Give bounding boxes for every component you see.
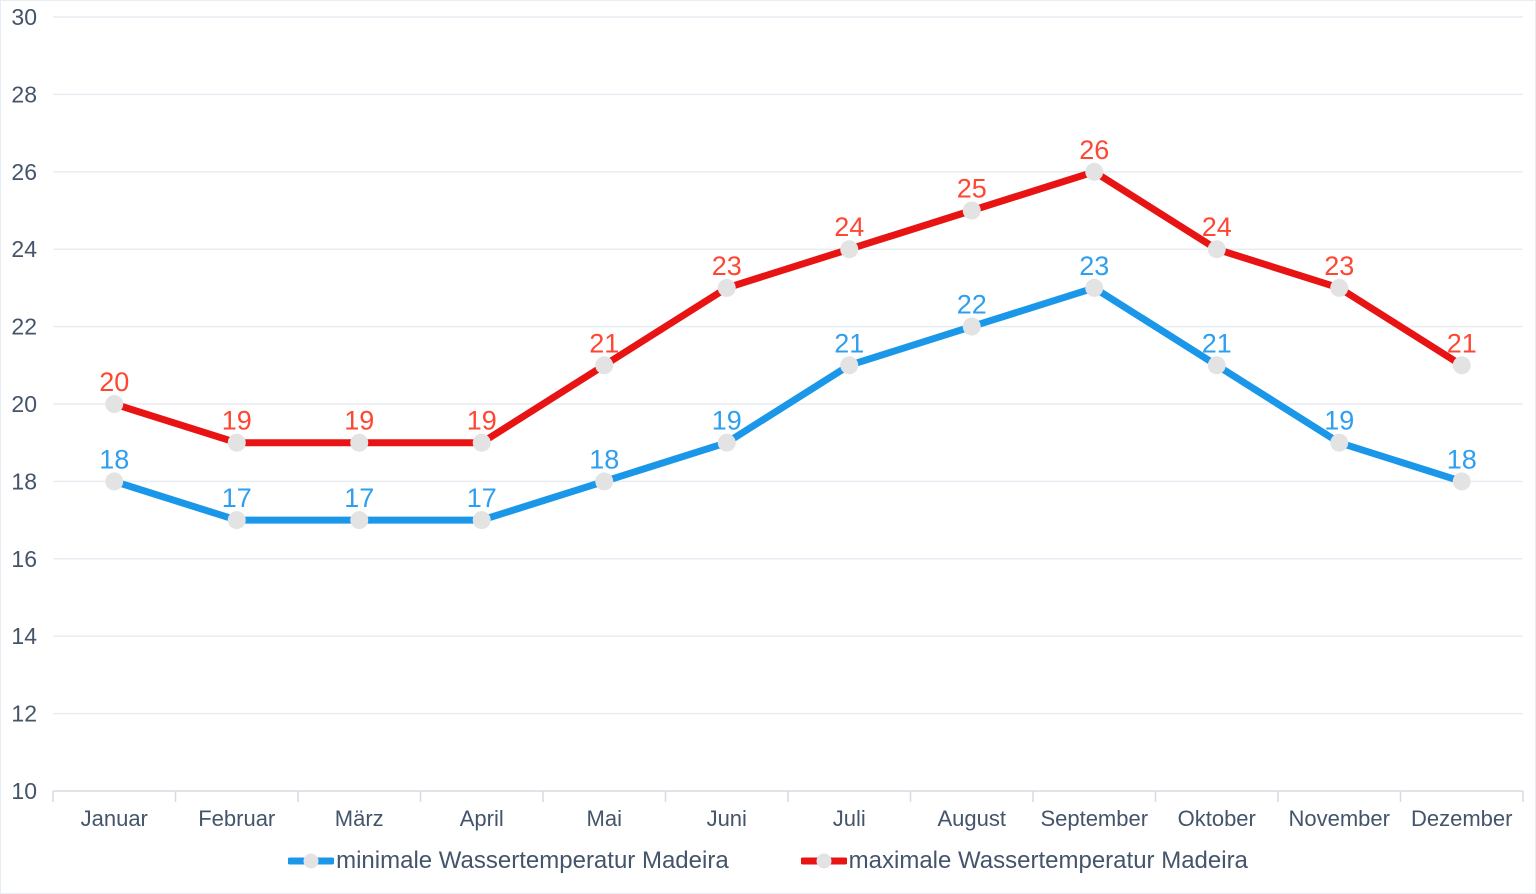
data-point-label: 24 (834, 212, 864, 242)
data-point-label: 18 (99, 444, 129, 474)
data-point-marker[interactable] (717, 433, 736, 452)
data-point-label: 21 (1447, 328, 1477, 358)
x-axis-category-label: Juli (833, 806, 866, 831)
x-axis-category-label: September (1040, 806, 1148, 831)
data-point-marker[interactable] (840, 356, 859, 375)
data-point-marker[interactable] (1207, 356, 1226, 375)
y-axis-tick-label: 12 (11, 701, 37, 727)
data-point-marker[interactable] (717, 278, 736, 297)
data-point-marker[interactable] (105, 395, 124, 413)
data-point-label: 18 (589, 444, 619, 474)
data-point-label: 24 (1202, 212, 1232, 242)
data-point-label: 18 (1447, 444, 1477, 474)
chart-legend: minimale Wassertemperatur Madeira maxima… (1, 847, 1535, 875)
x-axis-category-label: November (1289, 806, 1390, 831)
x-axis-category-label: Oktober (1178, 806, 1256, 831)
y-axis-tick-label: 14 (11, 623, 37, 649)
y-axis-tick-label: 16 (11, 546, 37, 572)
data-point-marker[interactable] (227, 511, 246, 530)
legend-entry-min[interactable]: minimale Wassertemperatur Madeira (288, 847, 729, 875)
x-axis-category-label: April (460, 806, 504, 831)
data-point-label: 19 (344, 406, 374, 436)
x-axis-category-label: Juni (707, 806, 747, 831)
data-point-marker[interactable] (1330, 278, 1349, 297)
y-axis-tick-label: 30 (11, 4, 37, 30)
data-point-label: 21 (589, 328, 619, 358)
data-point-marker[interactable] (472, 433, 491, 452)
x-axis-category-label: Dezember (1411, 806, 1512, 831)
data-point-marker[interactable] (1330, 433, 1349, 452)
data-point-marker[interactable] (1452, 356, 1471, 375)
series-line-0 (110, 284, 1466, 524)
x-axis-category-label: Mai (587, 806, 622, 831)
data-point-label: 21 (834, 328, 864, 358)
data-point-marker[interactable] (1085, 162, 1104, 181)
legend-entry-max[interactable]: maximale Wassertemperatur Madeira (800, 847, 1248, 875)
data-point-label: 22 (957, 290, 987, 320)
legend-label-min: minimale Wassertemperatur Madeira (336, 847, 729, 874)
series-line-1 (110, 168, 1466, 447)
data-point-label: 19 (1324, 406, 1354, 436)
data-point-marker[interactable] (962, 317, 981, 336)
y-axis-tick-label: 22 (11, 314, 37, 340)
data-point-marker[interactable] (105, 472, 124, 491)
data-point-label: 23 (712, 251, 742, 281)
data-point-label: 19 (712, 406, 742, 436)
data-point-label: 23 (1324, 251, 1354, 281)
data-point-marker[interactable] (962, 201, 981, 220)
data-point-marker[interactable] (1085, 278, 1104, 297)
y-axis-tick-label: 28 (11, 81, 37, 107)
data-point-label: 26 (1079, 135, 1109, 165)
data-point-marker[interactable] (227, 433, 246, 452)
legend-marker-min-icon (288, 853, 335, 869)
data-point-marker[interactable] (840, 240, 859, 259)
data-point-label: 21 (1202, 328, 1232, 358)
data-point-label: 17 (344, 483, 374, 513)
data-point-label: 19 (222, 406, 252, 436)
y-axis-tick-label: 18 (11, 468, 37, 494)
legend-dot-swatch (816, 853, 832, 869)
data-point-label: 17 (467, 483, 497, 513)
data-point-marker[interactable] (350, 511, 369, 530)
x-axis-category-label: Februar (198, 806, 275, 831)
data-point-label: 23 (1079, 251, 1109, 281)
data-point-label: 20 (99, 367, 129, 397)
data-point-marker[interactable] (595, 356, 614, 375)
x-axis-category-label: August (938, 806, 1007, 831)
y-axis-tick-label: 20 (11, 391, 37, 417)
data-point-label: 17 (222, 483, 252, 513)
data-point-marker[interactable] (1452, 472, 1471, 491)
y-axis-tick-label: 26 (11, 159, 37, 185)
y-axis-tick-label: 10 (11, 778, 37, 804)
data-point-marker[interactable] (472, 511, 491, 530)
data-point-label: 25 (957, 174, 987, 204)
data-point-marker[interactable] (1207, 240, 1226, 259)
legend-label-max: maximale Wassertemperatur Madeira (848, 847, 1248, 874)
data-point-label: 19 (467, 406, 497, 436)
legend-marker-max-icon (800, 853, 847, 869)
data-point-marker[interactable] (595, 472, 614, 491)
legend-dot-swatch (303, 853, 319, 869)
x-axis-category-label: Januar (81, 806, 148, 831)
y-axis-tick-label: 24 (11, 236, 37, 262)
x-axis-category-label: März (335, 806, 384, 831)
data-point-marker[interactable] (350, 433, 369, 452)
